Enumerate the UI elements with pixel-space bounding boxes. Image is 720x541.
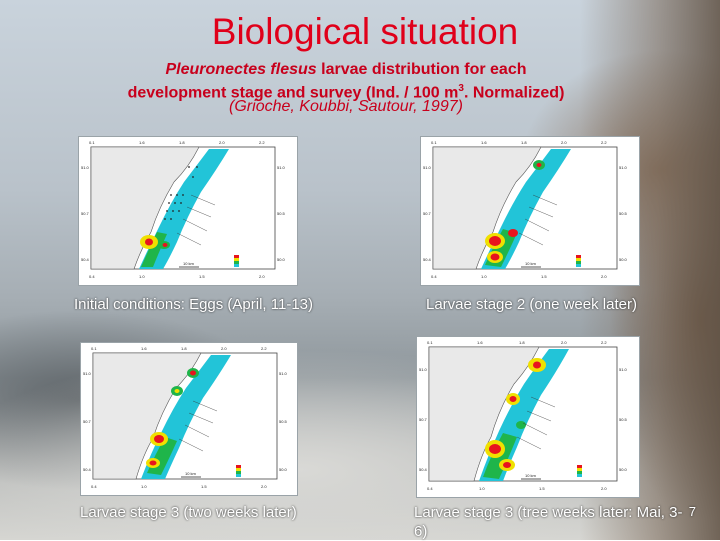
map-tick-left: 50.7 <box>423 211 432 216</box>
map-tick-top: 2.2 <box>601 140 607 145</box>
map-tick-left: 50.4 <box>423 257 432 262</box>
distribution-map-4: 0.1 1.6 1.8 2.0 2.2 51.0 50.7 50.4 51.0 … <box>417 337 639 497</box>
map-tick-left: 50.4 <box>419 467 428 472</box>
map-tick-left: 50.7 <box>83 419 92 424</box>
map-panel-3: 0.1 1.6 1.8 2.0 2.2 51.0 50.7 50.4 51.0 … <box>80 342 298 496</box>
map-tick-right: 51.0 <box>279 371 288 376</box>
map-tick-right: 51.0 <box>619 165 628 170</box>
map-tick-bottom: 1.5 <box>539 486 545 491</box>
map-tick-right: 51.0 <box>277 165 286 170</box>
map-tick-top: 2.0 <box>561 340 567 345</box>
map-scale-label: 10 km <box>525 473 537 478</box>
map-tick-left: 51.0 <box>81 165 90 170</box>
map-tick-left: 51.0 <box>423 165 432 170</box>
page-number: 7 <box>688 504 696 519</box>
map-scale-label: 10 km <box>525 261 537 266</box>
map-tick-top: 2.2 <box>261 346 267 351</box>
distribution-map-1: 0.1 1.6 1.8 2.0 2.2 51.0 50.7 50.4 51.0 … <box>79 137 297 285</box>
distribution-map-2: 0.1 1.6 1.8 2.0 2.2 51.0 50.7 50.4 51.0 … <box>421 137 639 285</box>
subtitle-superscript: 3 <box>458 83 464 94</box>
subtitle-part-1: larvae distribution for each <box>316 61 527 78</box>
map-scale-label: 10 km <box>183 261 195 266</box>
map-tick-top: 0.1 <box>427 340 433 345</box>
map-tick-bottom: 0.4 <box>431 274 437 279</box>
map-tick-right: 50.0 <box>277 257 286 262</box>
map-tick-top: 2.0 <box>561 140 567 145</box>
map-tick-left: 50.4 <box>81 257 90 262</box>
map-tick-bottom: 1.0 <box>479 486 485 491</box>
citation: (Grioche, Koubbi, Sautour, 1997) <box>229 98 463 115</box>
map-tick-top: 1.8 <box>519 340 525 345</box>
map-tick-right: 50.0 <box>619 257 628 262</box>
slide-subtitle: Pleuronectes flesus larvae distribution … <box>0 60 692 102</box>
map-tick-bottom: 1.5 <box>541 274 547 279</box>
map-tick-right: 50.5 <box>277 211 286 216</box>
caption-panel-2: Larvae stage 2 (one week later) <box>426 296 637 313</box>
map-tick-right: 50.5 <box>279 419 288 424</box>
map-tick-right: 50.5 <box>619 211 628 216</box>
map-panel-1: 0.1 1.6 1.8 2.0 2.2 51.0 50.7 50.4 51.0 … <box>78 136 298 286</box>
map-tick-bottom: 2.0 <box>261 484 267 489</box>
map-tick-top: 0.1 <box>89 140 95 145</box>
map-tick-top: 2.0 <box>219 140 225 145</box>
subtitle-part-3: . Normalized) <box>463 84 565 102</box>
map-tick-top: 1.6 <box>141 346 147 351</box>
caption-panel-4: Larvae stage 3 (tree weeks later: Mai, 3… <box>414 504 683 540</box>
map-scale-label: 10 km <box>185 471 197 476</box>
map-tick-top: 0.1 <box>91 346 97 351</box>
map-tick-bottom: 0.4 <box>427 486 433 491</box>
map-tick-bottom: 1.0 <box>141 484 147 489</box>
map-tick-bottom: 0.4 <box>91 484 97 489</box>
map-tick-bottom: 2.0 <box>601 486 607 491</box>
map-tick-right: 50.0 <box>619 467 628 472</box>
distribution-map-3: 0.1 1.6 1.8 2.0 2.2 51.0 50.7 50.4 51.0 … <box>81 343 297 495</box>
map-panel-4: 0.1 1.6 1.8 2.0 2.2 51.0 50.7 50.4 51.0 … <box>416 336 640 498</box>
map-color-legend <box>236 465 241 477</box>
map-tick-bottom: 0.4 <box>89 274 95 279</box>
map-tick-left: 51.0 <box>83 371 92 376</box>
map-tick-left: 50.7 <box>419 417 428 422</box>
map-tick-bottom: 1.0 <box>139 274 145 279</box>
map-color-legend <box>234 255 239 267</box>
caption-panel-1: Initial conditions: Eggs (April, 11-13) <box>74 296 314 313</box>
map-tick-bottom: 2.0 <box>259 274 265 279</box>
map-tick-top: 1.8 <box>181 346 187 351</box>
map-tick-top: 2.0 <box>221 346 227 351</box>
map-tick-bottom: 1.0 <box>481 274 487 279</box>
map-tick-top: 2.2 <box>601 340 607 345</box>
map-tick-top: 1.8 <box>179 140 185 145</box>
map-tick-right: 50.5 <box>619 417 628 422</box>
map-tick-top: 1.6 <box>481 140 487 145</box>
map-tick-bottom: 1.5 <box>201 484 207 489</box>
subtitle-part-2: development stage and survey (Ind. / 100… <box>127 84 459 102</box>
map-tick-left: 50.7 <box>81 211 90 216</box>
slide-title: Biological situation <box>211 11 519 52</box>
map-tick-bottom: 1.5 <box>199 274 205 279</box>
map-tick-left: 50.4 <box>83 467 92 472</box>
map-tick-top: 1.6 <box>477 340 483 345</box>
species-name: Pleuronectes flesus <box>165 61 317 78</box>
map-panel-2: 0.1 1.6 1.8 2.0 2.2 51.0 50.7 50.4 51.0 … <box>420 136 640 286</box>
map-tick-top: 0.1 <box>431 140 437 145</box>
map-tick-top: 2.2 <box>259 140 265 145</box>
map-tick-bottom: 2.0 <box>601 274 607 279</box>
map-color-legend <box>577 465 582 477</box>
map-tick-right: 50.0 <box>279 467 288 472</box>
map-tick-top: 1.8 <box>521 140 527 145</box>
map-tick-top: 1.6 <box>139 140 145 145</box>
map-tick-left: 51.0 <box>419 367 428 372</box>
caption-panel-3: Larvae stage 3 (two weeks later) <box>80 504 297 521</box>
map-color-legend <box>576 255 581 267</box>
map-tick-right: 51.0 <box>619 367 628 372</box>
